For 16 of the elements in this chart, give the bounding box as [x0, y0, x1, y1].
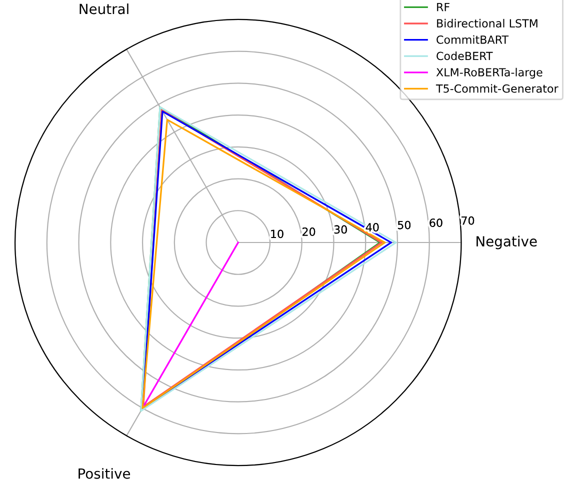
- y-tick-label: 20: [302, 227, 316, 236]
- legend-label: Bidirectional LSTM: [437, 18, 538, 28]
- legend-label: CodeBERT: [436, 52, 493, 60]
- y-tick-label: 30: [334, 225, 347, 234]
- spoke-label: Positive: [78, 468, 130, 479]
- legend-label: XLM-RoBERTa-large: [436, 68, 542, 79]
- legend-label: RF: [437, 2, 450, 12]
- y-tick-label: 50: [398, 220, 411, 230]
- y-tick-label: 10: [271, 230, 284, 238]
- legend-label: CommitBART: [436, 35, 509, 44]
- legend-label: T5-Commit-Generator: [436, 84, 558, 93]
- y-tick-label: 40: [366, 223, 379, 232]
- y-tick-label: 70: [462, 216, 474, 225]
- y-tick-label: 60: [430, 218, 442, 228]
- spoke-label: Neutral: [80, 3, 128, 14]
- spoke-label: Negative: [476, 236, 537, 250]
